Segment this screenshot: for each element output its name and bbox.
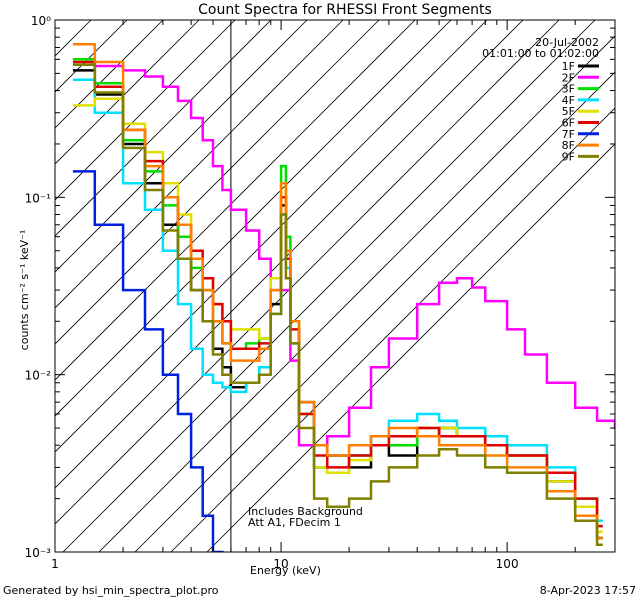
legend-label: 6F <box>562 117 575 130</box>
hatch-line <box>55 20 416 381</box>
plot-frame <box>54 19 616 553</box>
chart-title: Count Spectra for RHESSI Front Segments <box>198 2 492 18</box>
y-tick-label: 10⁻³ <box>25 546 52 560</box>
hatch-line <box>55 20 164 129</box>
hatch-line <box>170 107 615 552</box>
series-line-4f <box>72 78 603 523</box>
legend-label: 4F <box>562 94 575 107</box>
x-axis-label: Energy (keV) <box>250 564 321 577</box>
date-label: 20-Jul-2002 <box>535 36 599 49</box>
hatch-line <box>55 20 344 309</box>
y-tick-label: 10⁰ <box>31 14 51 28</box>
hatch-line <box>55 20 452 417</box>
hatch-line <box>55 20 524 489</box>
hatch-line <box>98 35 615 552</box>
legend-label: 3F <box>562 83 575 96</box>
footer-date: 8-Apr-2023 17:57 <box>540 584 636 597</box>
footer-generated: Generated by hsi_min_spectra_plot.pro <box>3 584 219 597</box>
x-tick-label: 10 <box>273 557 288 571</box>
series-line-8f <box>72 42 603 540</box>
legend-label: 8F <box>562 139 575 152</box>
series-line-7f <box>72 170 224 552</box>
hatch-line <box>134 71 615 552</box>
hatch-line <box>55 20 488 453</box>
y-axis-label: counts cm⁻² s⁻¹ keV⁻¹ <box>18 230 31 351</box>
y-tick-label: 10⁻¹ <box>25 191 52 205</box>
hatch-line <box>55 20 560 525</box>
hatch-line <box>55 20 380 345</box>
y-tick-label: 10⁻² <box>25 369 52 383</box>
legend-label: 7F <box>562 128 575 141</box>
series-lines <box>72 42 615 552</box>
time-range-label: 01:01:00 to 01:02:00 <box>482 47 599 60</box>
hatch-line <box>55 20 200 165</box>
x-tick-label: 1 <box>51 557 59 571</box>
legend-label: 5F <box>562 105 575 118</box>
hatch-line <box>55 20 308 273</box>
hatched-region <box>55 20 615 552</box>
x-tick-label: 100 <box>496 557 519 571</box>
legend-label: 2F <box>562 71 575 84</box>
series-line-9f <box>72 63 603 546</box>
x-axis: 1 10 100 <box>51 20 616 571</box>
attenuator-note: Att A1, FDecim 1 <box>248 516 341 529</box>
legend-label: 1F <box>562 60 575 73</box>
legend-label: 9F <box>562 150 575 163</box>
background-note: Includes Background <box>248 505 363 518</box>
y-axis: 10⁻³ 10⁻² 10⁻¹ 10⁰ <box>25 14 615 560</box>
hatch-line <box>55 20 236 201</box>
series-line-2f <box>72 58 615 469</box>
hatch-line <box>55 20 272 237</box>
hatch-line <box>62 20 596 552</box>
